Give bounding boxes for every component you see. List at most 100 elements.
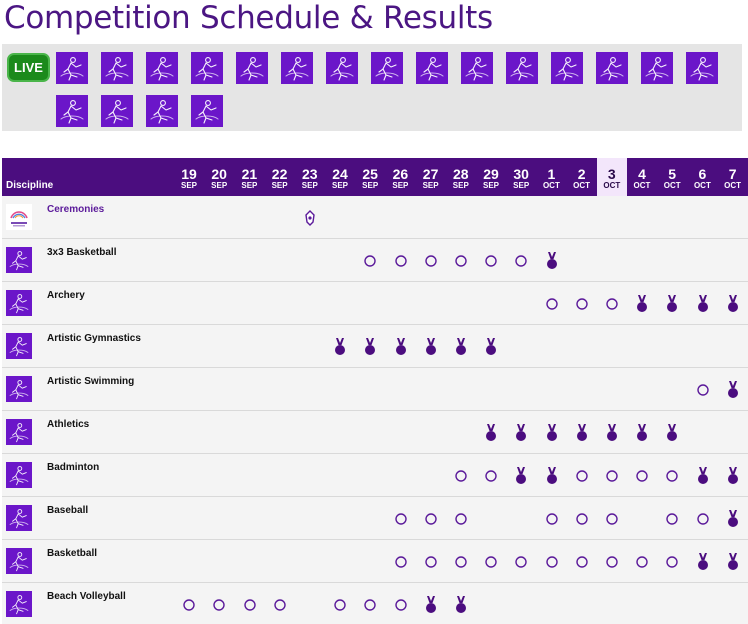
date-column-header[interactable]: 7 OCT xyxy=(718,158,748,196)
competition-icon[interactable] xyxy=(424,252,438,270)
competition-icon[interactable] xyxy=(243,596,257,614)
medal-event-icon[interactable] xyxy=(635,295,649,313)
competition-icon[interactable] xyxy=(394,252,408,270)
sport-tile-badminton-icon[interactable] xyxy=(281,52,313,84)
event-row[interactable]: 3x3 Basketball xyxy=(2,239,748,282)
medal-event-icon[interactable] xyxy=(665,295,679,313)
medal-event-icon[interactable] xyxy=(545,424,559,442)
competition-icon[interactable] xyxy=(665,510,679,528)
event-row[interactable]: Beach Volleyball xyxy=(2,583,748,624)
event-row[interactable]: Ceremonies xyxy=(2,196,748,239)
competition-icon[interactable] xyxy=(605,467,619,485)
competition-icon[interactable] xyxy=(333,596,347,614)
date-column-header[interactable]: 22 SEP xyxy=(265,158,295,196)
date-column-header[interactable]: 2 OCT xyxy=(567,158,597,196)
medal-event-icon[interactable] xyxy=(333,338,347,356)
event-row[interactable]: Athletics xyxy=(2,411,748,454)
medal-event-icon[interactable] xyxy=(484,424,498,442)
competition-icon[interactable] xyxy=(212,596,226,614)
discipline-name[interactable]: Badminton xyxy=(47,462,100,473)
date-column-header[interactable]: 1 OCT xyxy=(536,158,566,196)
medal-event-icon[interactable] xyxy=(514,424,528,442)
medal-event-icon[interactable] xyxy=(424,596,438,614)
event-row[interactable]: Artistic Swimming xyxy=(2,368,748,411)
date-column-header[interactable]: 21 SEP xyxy=(234,158,264,196)
competition-icon[interactable] xyxy=(454,510,468,528)
sport-tile-baseball-icon[interactable] xyxy=(326,52,358,84)
competition-icon[interactable] xyxy=(454,252,468,270)
competition-icon[interactable] xyxy=(575,295,589,313)
competition-icon[interactable] xyxy=(424,510,438,528)
medal-event-icon[interactable] xyxy=(454,338,468,356)
competition-icon[interactable] xyxy=(394,553,408,571)
competition-icon[interactable] xyxy=(363,252,377,270)
medal-event-icon[interactable] xyxy=(545,252,559,270)
date-column-header[interactable]: 4 OCT xyxy=(627,158,657,196)
date-column-header[interactable]: 27 SEP xyxy=(416,158,446,196)
medal-event-icon[interactable] xyxy=(575,424,589,442)
date-column-header[interactable]: 28 SEP xyxy=(446,158,476,196)
sport-tile-breaking-icon[interactable] xyxy=(506,52,538,84)
competition-icon[interactable] xyxy=(424,553,438,571)
sport-tile-bridge-icon[interactable] xyxy=(551,52,583,84)
competition-icon[interactable] xyxy=(575,553,589,571)
competition-icon[interactable] xyxy=(454,467,468,485)
sport-tile-beach-volleyball-icon[interactable] xyxy=(416,52,448,84)
event-row[interactable]: Badminton xyxy=(2,454,748,497)
discipline-name[interactable]: Basketball xyxy=(47,548,98,559)
medal-event-icon[interactable] xyxy=(545,467,559,485)
event-row[interactable]: Basketball xyxy=(2,540,748,583)
discipline-name[interactable]: Artistic Gymnastics xyxy=(47,333,141,344)
competition-icon[interactable] xyxy=(394,596,408,614)
competition-icon[interactable] xyxy=(484,467,498,485)
competition-icon[interactable] xyxy=(484,553,498,571)
sport-tile-equestrian-icon[interactable] xyxy=(146,95,178,127)
medal-event-icon[interactable] xyxy=(696,553,710,571)
event-row[interactable]: Baseball xyxy=(2,497,748,540)
event-row[interactable]: Archery xyxy=(2,282,748,325)
competition-icon[interactable] xyxy=(545,295,559,313)
competition-icon[interactable] xyxy=(605,553,619,571)
sport-tile-diving-icon[interactable] xyxy=(101,95,133,127)
medal-event-icon[interactable] xyxy=(363,338,377,356)
sport-tile-cycling-icon[interactable] xyxy=(56,95,88,127)
competition-icon[interactable] xyxy=(182,596,196,614)
date-column-header[interactable]: 23 SEP xyxy=(295,158,325,196)
competition-icon[interactable] xyxy=(454,553,468,571)
date-column-header[interactable]: 5 OCT xyxy=(657,158,687,196)
medal-event-icon[interactable] xyxy=(605,424,619,442)
date-column-header[interactable]: 26 SEP xyxy=(385,158,415,196)
sport-tile-basketball-3x3-icon[interactable] xyxy=(56,52,88,84)
competition-icon[interactable] xyxy=(545,510,559,528)
competition-icon[interactable] xyxy=(394,510,408,528)
medal-event-icon[interactable] xyxy=(514,467,528,485)
medal-event-icon[interactable] xyxy=(484,338,498,356)
medal-event-icon[interactable] xyxy=(665,424,679,442)
sport-tile-artistic-gymnastics-icon[interactable] xyxy=(146,52,178,84)
date-column-header[interactable]: 3 OCT xyxy=(596,158,627,196)
medal-event-icon[interactable] xyxy=(726,553,740,571)
ceremony-icon[interactable] xyxy=(303,209,317,227)
discipline-name[interactable]: Archery xyxy=(47,290,85,301)
discipline-name[interactable]: Athletics xyxy=(47,419,90,430)
discipline-name[interactable]: Ceremonies xyxy=(47,204,105,215)
competition-icon[interactable] xyxy=(514,553,528,571)
date-column-header[interactable]: 29 SEP xyxy=(476,158,506,196)
sport-tile-athletics-icon[interactable] xyxy=(236,52,268,84)
sport-tile-chess-icon[interactable] xyxy=(641,52,673,84)
discipline-name[interactable]: Baseball xyxy=(47,505,89,516)
competition-icon[interactable] xyxy=(363,596,377,614)
medal-event-icon[interactable] xyxy=(454,596,468,614)
date-column-header[interactable]: 30 SEP xyxy=(506,158,536,196)
medal-event-icon[interactable] xyxy=(696,295,710,313)
date-column-header[interactable]: 20 SEP xyxy=(204,158,234,196)
sport-tile-canoe-icon[interactable] xyxy=(596,52,628,84)
competition-icon[interactable] xyxy=(696,381,710,399)
competition-icon[interactable] xyxy=(575,467,589,485)
discipline-name[interactable]: Beach Volleyball xyxy=(47,591,126,602)
competition-icon[interactable] xyxy=(635,553,649,571)
competition-icon[interactable] xyxy=(484,252,498,270)
sport-tile-archery-icon[interactable] xyxy=(101,52,133,84)
medal-event-icon[interactable] xyxy=(394,338,408,356)
competition-icon[interactable] xyxy=(514,252,528,270)
